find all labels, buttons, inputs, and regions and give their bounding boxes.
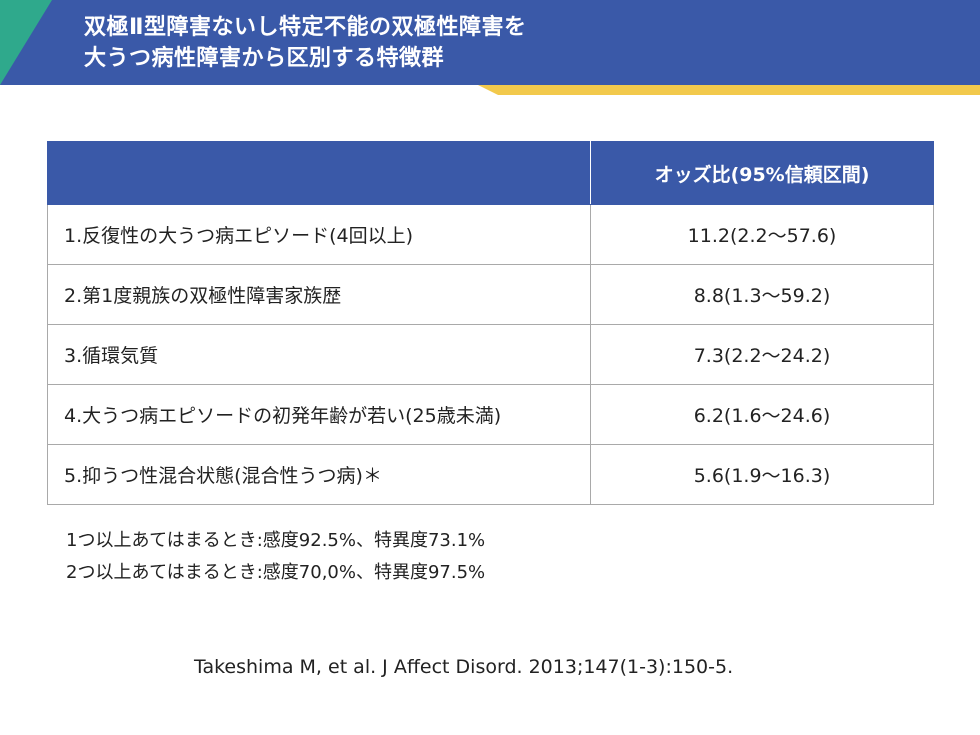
row-odds-value: 7.3(2.2〜24.2) bbox=[590, 324, 934, 385]
slide-header: 双極Ⅱ型障害ないし特定不能の双極性障害を 大うつ病性障害から区別する特徴群 bbox=[0, 0, 980, 96]
table-row: 4.大うつ病エピソードの初発年齢が若い(25歳未満) 6.2(1.6〜24.6) bbox=[47, 384, 934, 445]
row-odds-value: 6.2(1.6〜24.6) bbox=[590, 384, 934, 445]
note-two-or-more: 2つ以上あてはまるとき:感度70,0%、特異度97.5% bbox=[66, 562, 486, 583]
row-feature-label: 3.循環気質 bbox=[47, 324, 591, 385]
table-header-feature bbox=[47, 141, 591, 205]
row-feature-label: 2.第1度親族の双極性障害家族歴 bbox=[47, 264, 591, 325]
slide-title: 双極Ⅱ型障害ないし特定不能の双極性障害を 大うつ病性障害から区別する特徴群 bbox=[84, 12, 944, 74]
row-odds-value: 8.8(1.3〜59.2) bbox=[590, 264, 934, 325]
row-odds-value: 5.6(1.9〜16.3) bbox=[590, 444, 934, 505]
row-odds-value: 11.2(2.2〜57.6) bbox=[590, 204, 934, 265]
table-row: 2.第1度親族の双極性障害家族歴 8.8(1.3〜59.2) bbox=[47, 264, 934, 325]
header-teal-accent bbox=[0, 0, 52, 85]
slide-title-line2: 大うつ病性障害から区別する特徴群 bbox=[84, 46, 445, 71]
header-bar bbox=[0, 0, 980, 85]
table-row: 5.抑うつ性混合状態(混合性うつ病)＊ 5.6(1.9〜16.3) bbox=[47, 444, 934, 505]
header-yellow-accent bbox=[478, 85, 980, 95]
table-row: 3.循環気質 7.3(2.2〜24.2) bbox=[47, 324, 934, 385]
row-feature-label: 5.抑うつ性混合状態(混合性うつ病)＊ bbox=[47, 444, 591, 505]
sensitivity-notes: 1つ以上あてはまるとき:感度92.5%、特異度73.1% 2つ以上あてはまるとき… bbox=[66, 525, 485, 589]
citation: Takeshima M, et al. J Affect Disord. 201… bbox=[194, 656, 734, 678]
row-feature-label: 1.反復性の大うつ病エピソード(4回以上) bbox=[47, 204, 591, 265]
table-header-odds-ratio: オッズ比(95%信頼区間) bbox=[590, 141, 934, 205]
table-row: 1.反復性の大うつ病エピソード(4回以上) 11.2(2.2〜57.6) bbox=[47, 204, 934, 265]
row-feature-label: 4.大うつ病エピソードの初発年齢が若い(25歳未満) bbox=[47, 384, 591, 445]
slide-title-line1: 双極Ⅱ型障害ないし特定不能の双極性障害を bbox=[84, 15, 527, 40]
note-one-or-more: 1つ以上あてはまるとき:感度92.5%、特異度73.1% bbox=[66, 530, 486, 551]
odds-ratio-table: オッズ比(95%信頼区間) 1.反復性の大うつ病エピソード(4回以上) 11.2… bbox=[47, 141, 934, 505]
table-header-row: オッズ比(95%信頼区間) bbox=[47, 141, 934, 205]
